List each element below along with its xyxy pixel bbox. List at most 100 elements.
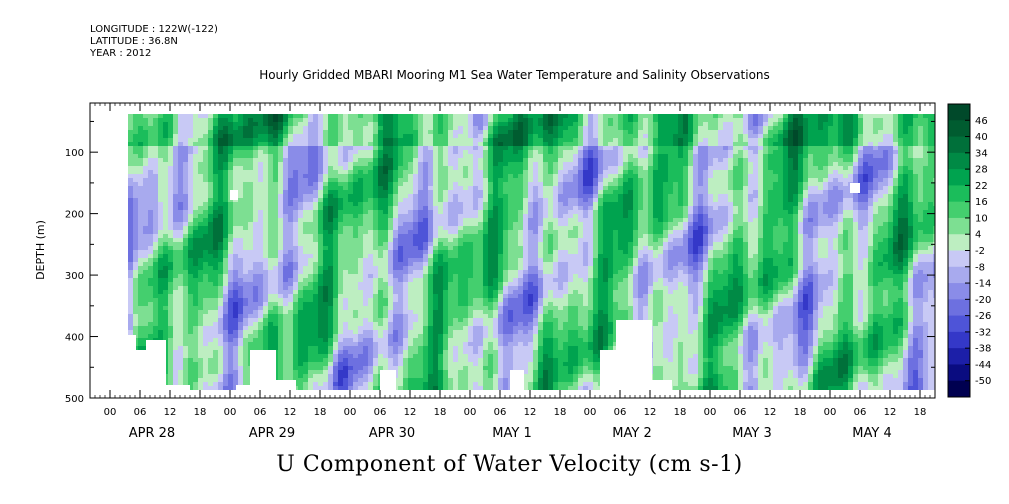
- heat-cell: [193, 314, 198, 318]
- heat-cell: [288, 238, 293, 242]
- heat-cell: [388, 154, 393, 158]
- heat-cell: [213, 362, 218, 366]
- heat-cell: [188, 166, 193, 170]
- heat-cell: [418, 370, 423, 374]
- heat-cell: [363, 282, 368, 286]
- heat-cell: [348, 346, 353, 350]
- heat-cell: [468, 206, 473, 210]
- heat-cell: [343, 154, 348, 158]
- heat-cell: [368, 178, 373, 182]
- heat-cell: [358, 342, 363, 346]
- heat-cell: [373, 374, 378, 378]
- heat-cell: [483, 126, 488, 130]
- heat-cell: [158, 230, 163, 234]
- heat-cell: [473, 266, 478, 270]
- heat-cell: [223, 242, 228, 246]
- heat-cell: [248, 310, 253, 314]
- heat-cell: [383, 270, 388, 274]
- heat-cell: [163, 122, 168, 126]
- heat-cell: [198, 314, 203, 318]
- heat-cell: [233, 370, 238, 374]
- heat-cell: [153, 298, 158, 302]
- heat-cell: [128, 306, 133, 310]
- heat-cell: [158, 178, 163, 182]
- heat-cell: [223, 114, 228, 118]
- heat-cell: [378, 326, 383, 330]
- heat-cell: [273, 334, 278, 338]
- heat-cell: [178, 310, 183, 314]
- heat-cell: [448, 254, 453, 258]
- heat-cell: [348, 250, 353, 254]
- heat-cell: [333, 182, 338, 186]
- heat-cell: [333, 286, 338, 290]
- heat-cell: [423, 138, 428, 142]
- heat-cell: [303, 310, 308, 314]
- heat-cell: [268, 178, 273, 182]
- heat-cell: [308, 174, 313, 178]
- heat-cell: [188, 122, 193, 126]
- heat-cell: [298, 374, 303, 378]
- heat-cell: [323, 250, 328, 254]
- heat-cell: [323, 194, 328, 198]
- heat-cell: [448, 234, 453, 238]
- heat-cell: [243, 262, 248, 266]
- heat-cell: [228, 314, 233, 318]
- heat-cell: [278, 226, 283, 230]
- heat-cell: [463, 190, 468, 194]
- heat-cell: [343, 330, 348, 334]
- heat-cell: [138, 214, 143, 218]
- heat-cell: [258, 214, 263, 218]
- heat-cell: [433, 370, 438, 374]
- heat-cell: [138, 342, 143, 346]
- heat-cell: [373, 218, 378, 222]
- heat-cell: [378, 214, 383, 218]
- heat-cell: [273, 222, 278, 226]
- heat-cell: [173, 274, 178, 278]
- heat-cell: [193, 198, 198, 202]
- heat-cell: [223, 330, 228, 334]
- heat-cell: [188, 214, 193, 218]
- heat-cell: [288, 354, 293, 358]
- heat-cell: [173, 118, 178, 122]
- heat-cell: [468, 294, 473, 298]
- heat-cell: [348, 322, 353, 326]
- heat-cell: [413, 166, 418, 170]
- heat-cell: [168, 362, 173, 366]
- heat-cell: [338, 290, 343, 294]
- heat-cell: [438, 258, 443, 262]
- heat-cell: [268, 190, 273, 194]
- heat-cell: [348, 178, 353, 182]
- heat-cell: [188, 258, 193, 262]
- heat-cell: [158, 238, 163, 242]
- heat-cell: [318, 242, 323, 246]
- heat-cell: [258, 118, 263, 122]
- heat-cell: [233, 174, 238, 178]
- heat-cell: [273, 226, 278, 230]
- heat-cell: [368, 298, 373, 302]
- heat-cell: [268, 174, 273, 178]
- heat-cell: [383, 126, 388, 130]
- heat-cell: [223, 190, 228, 194]
- heat-cell: [168, 302, 173, 306]
- heat-cell: [303, 130, 308, 134]
- heat-cell: [198, 354, 203, 358]
- heat-cell: [288, 334, 293, 338]
- heat-cell: [173, 230, 178, 234]
- heat-cell: [198, 214, 203, 218]
- heat-cell: [448, 178, 453, 182]
- heat-cell: [448, 366, 453, 370]
- heat-cell: [373, 286, 378, 290]
- heat-cell: [283, 214, 288, 218]
- heat-cell: [438, 222, 443, 226]
- heat-cell: [368, 290, 373, 294]
- heat-cell: [398, 118, 403, 122]
- heat-cell: [353, 146, 358, 150]
- heat-cell: [463, 298, 468, 302]
- heat-cell: [438, 262, 443, 266]
- heat-cell: [423, 222, 428, 226]
- heat-cell: [233, 330, 238, 334]
- heat-cell: [428, 370, 433, 374]
- heat-cell: [428, 278, 433, 282]
- heat-cell: [338, 122, 343, 126]
- heat-cell: [203, 314, 208, 318]
